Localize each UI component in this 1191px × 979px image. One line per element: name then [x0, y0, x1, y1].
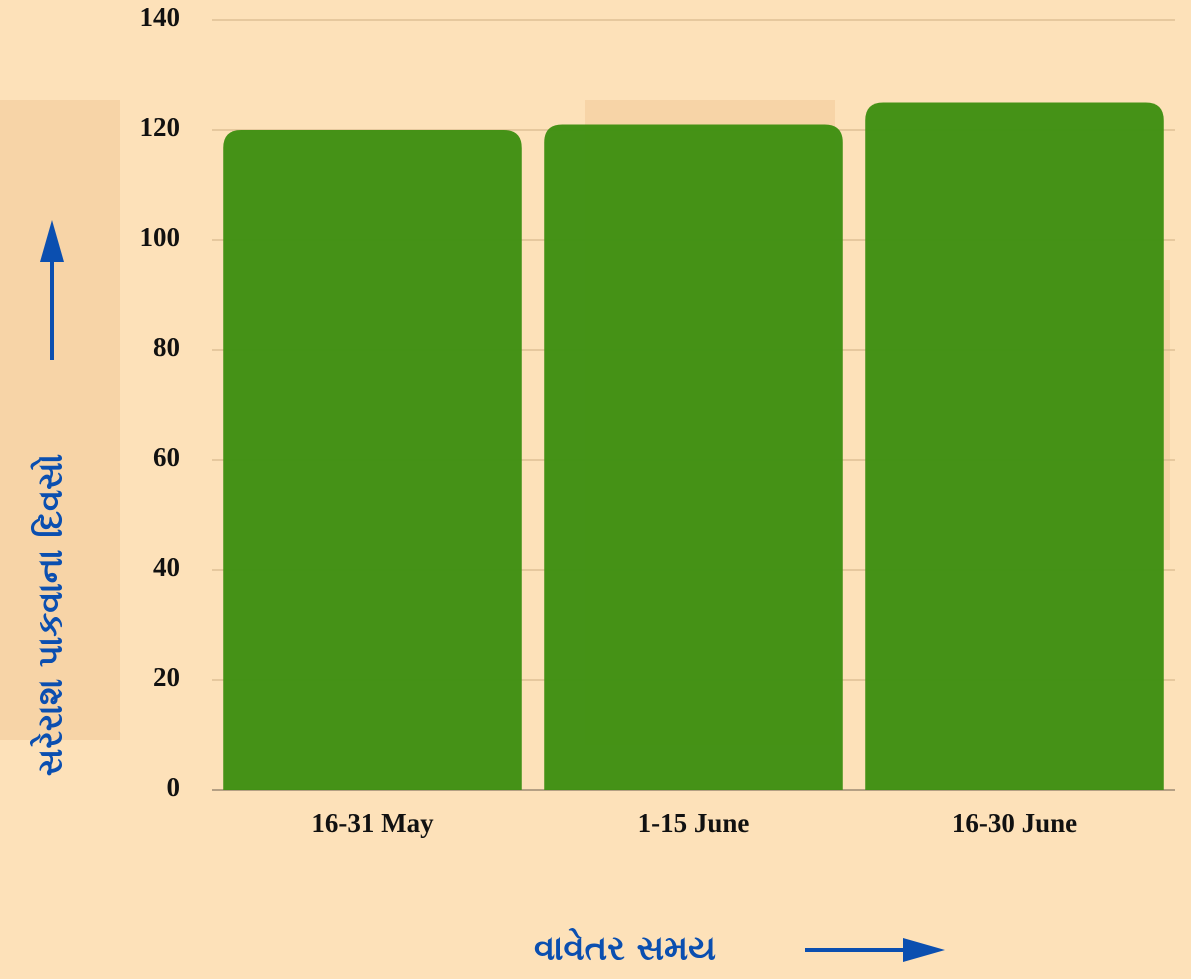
bar — [223, 130, 522, 790]
x-tick-label: 1-15 June — [638, 808, 750, 838]
x-tick-label: 16-31 May — [311, 808, 434, 838]
y-tick-label: 20 — [153, 662, 180, 692]
y-tick-label: 80 — [153, 332, 180, 362]
y-arrow — [40, 220, 64, 360]
bar — [544, 124, 843, 790]
y-tick-label: 120 — [140, 112, 181, 142]
y-tick-label: 40 — [153, 552, 180, 582]
x-arrow — [805, 938, 945, 962]
x-axis-title: વાવેતર સમય — [534, 927, 716, 968]
y-axis-title: સરેરાશ પાકવાના દિવસો — [29, 454, 70, 776]
bar — [865, 102, 1164, 790]
y-tick-label: 140 — [140, 2, 181, 32]
y-tick-label: 60 — [153, 442, 180, 472]
x-tick-label: 16-30 June — [952, 808, 1077, 838]
y-tick-label: 100 — [140, 222, 181, 252]
y-tick-label: 0 — [167, 772, 181, 802]
